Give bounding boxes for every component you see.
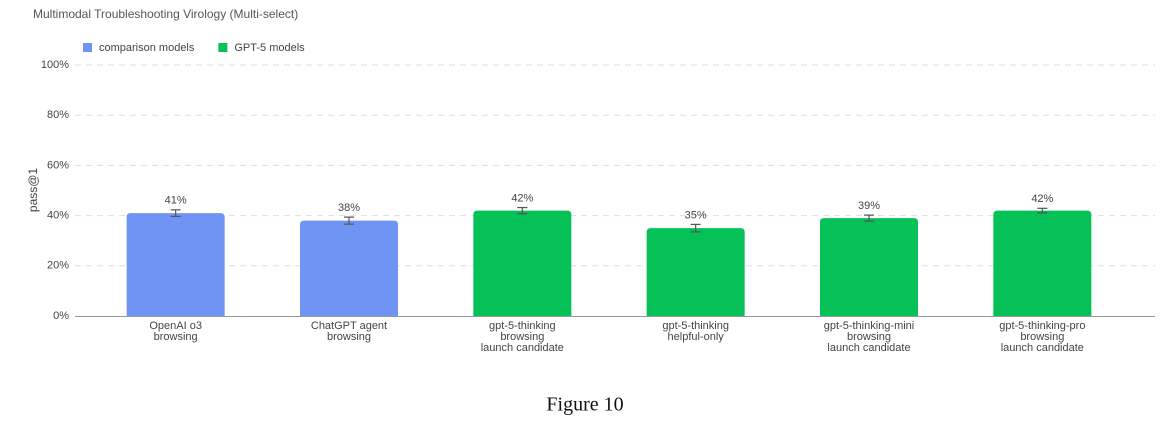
x-tick-label: OpenAI o3 browsing	[149, 320, 202, 343]
error-bar	[1037, 207, 1048, 214]
x-tick-line: helpful-only	[668, 331, 725, 343]
x-tick-line: launch candidate	[481, 342, 564, 354]
legend-swatch	[218, 43, 228, 52]
y-tick-label: 20%	[47, 260, 69, 272]
value-label: 42%	[511, 192, 533, 204]
legend-label: comparison models	[99, 42, 195, 54]
x-tick-line: gpt-5-thinking-pro	[999, 320, 1085, 332]
y-tick-label: 80%	[47, 109, 69, 121]
x-tick-line: browsing	[1020, 331, 1064, 343]
x-tick-label: gpt-5-thinking-mini browsing launch candid…	[824, 320, 914, 354]
x-tick-line: browsing	[847, 331, 891, 343]
x-tick-line: browsing	[154, 331, 198, 343]
value-label: 42%	[1031, 193, 1053, 205]
legend-swatch	[83, 43, 92, 52]
x-tick-line: OpenAI o3	[149, 320, 202, 332]
bar	[300, 220, 398, 316]
bar	[646, 228, 745, 316]
value-label: 41%	[165, 195, 187, 207]
figure-caption: Figure 10	[546, 394, 623, 416]
x-tick-line: launch candidate	[827, 342, 910, 354]
error-bar	[690, 223, 701, 233]
x-tick-line: gpt-5-thinking	[662, 320, 729, 332]
x-tick-line: browsing	[500, 331, 544, 343]
value-label: 35%	[685, 209, 707, 221]
x-tick-label: gpt-5-thinking helpful-only	[662, 320, 729, 343]
x-tick-label: gpt-5-thinking-pro browsing launch candida…	[999, 320, 1085, 354]
x-tick-line: gpt-5-thinking-mini	[824, 320, 914, 332]
bar	[820, 218, 918, 316]
x-tick-line: launch candidate	[1001, 342, 1084, 354]
value-label: 39%	[858, 200, 880, 212]
value-label: 38%	[338, 202, 360, 214]
x-tick-label: gpt-5-thinking browsing launch candidate	[481, 320, 564, 354]
bar	[993, 210, 1092, 316]
y-tick-label: 0%	[53, 310, 69, 322]
y-tick-label: 40%	[47, 210, 69, 222]
bar	[126, 213, 225, 316]
chart-title: Multimodal Troubleshooting Virology (Mul…	[33, 7, 298, 21]
y-tick-label: 100%	[41, 59, 69, 71]
y-tick-label: 60%	[47, 159, 69, 171]
error-bar	[170, 209, 181, 217]
x-tick-line: gpt-5-thinking	[489, 320, 556, 332]
x-tick-line: ChatGPT agent	[311, 320, 387, 332]
x-tick-label: ChatGPT agent browsing	[311, 320, 387, 343]
error-bar	[517, 206, 528, 215]
error-bar	[864, 214, 874, 222]
x-tick-line: browsing	[327, 331, 371, 343]
legend-label: GPT-5 models	[234, 42, 305, 54]
bar	[473, 210, 572, 316]
error-bar	[344, 216, 354, 225]
y-axis-label: pass@1	[26, 168, 40, 213]
